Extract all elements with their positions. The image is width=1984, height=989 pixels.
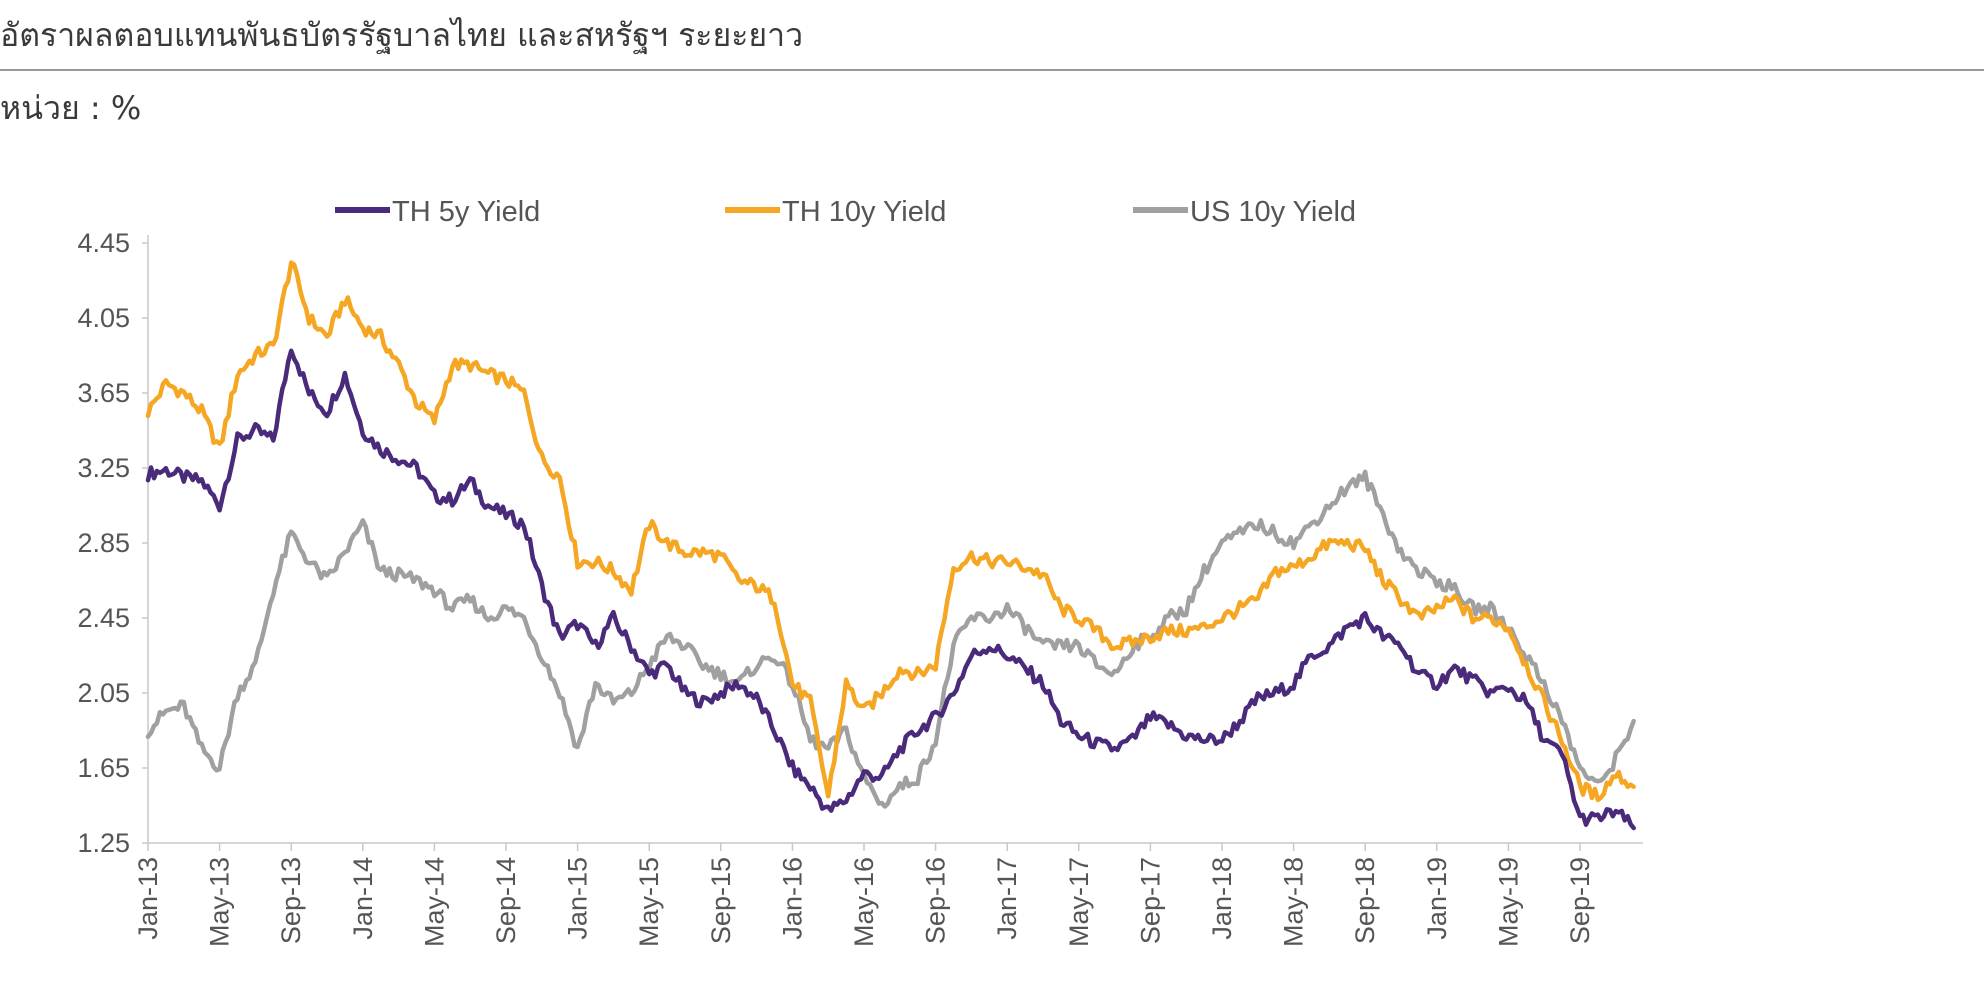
unit-label: หน่วย : % [0,89,142,127]
y-tick-label: 1.25 [77,828,130,858]
x-tick-label: Sep-15 [706,857,736,944]
x-tick-label: Jan-13 [133,857,163,940]
x-tick-label: Jan-17 [992,857,1022,940]
legend-label: TH 10y Yield [782,196,946,228]
y-tick-label: 4.05 [77,303,130,333]
x-tick-label: May-17 [1064,857,1094,947]
x-tick-label: Sep-13 [276,857,306,944]
legend-label: US 10y Yield [1190,196,1356,228]
y-tick-label: 3.25 [77,453,130,483]
series-line-us-10y-yield [145,469,1636,809]
x-tick-label: Jan-14 [348,857,378,940]
series-line-th-5y-yield [145,348,1636,831]
x-tick-label: Jan-16 [777,857,807,940]
legend-label: TH 5y Yield [392,196,540,228]
y-tick-label: 2.85 [77,528,130,558]
x-tick-label: Sep-18 [1350,857,1380,944]
y-tick-label: 1.65 [77,753,130,783]
title-divider [0,69,1984,71]
x-tick-label: Sep-19 [1565,857,1595,944]
y-tick-label: 3.65 [77,378,130,408]
x-tick-label: May-19 [1493,857,1523,947]
y-tick-label: 4.45 [77,228,130,258]
x-tick-label: Jan-19 [1422,857,1452,940]
x-tick-label: Jan-18 [1207,857,1237,940]
x-tick-label: Jan-15 [563,857,593,940]
y-tick-label: 2.45 [77,603,130,633]
chart-title: อัตราผลตอบแทนพันธบัตรรัฐบาลไทย และสหรัฐฯ… [0,16,804,54]
x-tick-label: May-14 [419,857,449,947]
x-tick-label: May-15 [634,857,664,947]
series-line-th-10y-yield [145,260,1636,803]
x-tick-label: Sep-16 [921,857,951,944]
x-tick-label: Sep-17 [1135,857,1165,944]
y-tick-label: 2.05 [77,678,130,708]
x-tick-label: May-18 [1279,857,1309,947]
x-tick-label: May-16 [849,857,879,947]
x-tick-label: Sep-14 [491,857,521,944]
x-tick-label: May-13 [205,857,235,947]
